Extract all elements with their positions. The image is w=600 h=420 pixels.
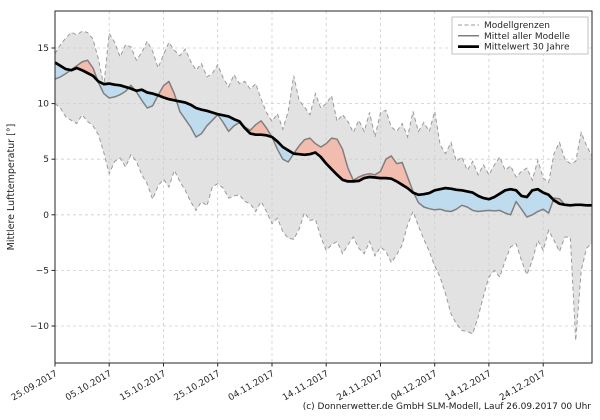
model-mean-line	[54, 59, 592, 218]
model-range-band	[55, 31, 592, 341]
x-tick-label: 05.10.2017	[64, 369, 114, 403]
y-tick-label: 10	[38, 100, 50, 110]
x-tick-label: 04.12.2017	[390, 369, 440, 403]
y-tick-label: 15	[38, 44, 49, 54]
legend-item-label: Mittel aller Modelle	[484, 32, 570, 42]
colder-than-normal-fill	[55, 62, 592, 217]
legend-item-label: Modellgrenzen	[484, 21, 550, 31]
x-tick-label: 15.10.2017	[118, 369, 168, 403]
y-tick-label: −10	[30, 322, 49, 332]
legend-item-label: Mittelwert 30 Jahre	[484, 43, 570, 53]
x-tick-label: 24.11.2017	[335, 369, 385, 403]
mean-30-years-line	[54, 61, 592, 207]
x-tick-label: 24.12.2017	[498, 369, 548, 403]
y-tick-label: 5	[43, 155, 49, 165]
y-tick-label: −5	[36, 266, 49, 276]
y-axis-label: Mittlere Lufttemperatur [°]	[6, 124, 17, 251]
plot-border	[54, 10, 593, 364]
x-tick-label: 25.10.2017	[173, 369, 223, 403]
model-range-upper-edge	[54, 30, 593, 184]
copyright-caption: (c) Donnerwetter.de GmbH SLM-Modell, Lau…	[302, 402, 591, 412]
x-tick-label: 25.09.2017	[10, 369, 60, 403]
x-tick-label: 14.11.2017	[281, 369, 331, 403]
x-tick-label: 14.12.2017	[444, 369, 494, 403]
x-tick-label: 04.11.2017	[227, 369, 277, 403]
model-range-lower-edge	[54, 103, 593, 341]
y-tick-label: 0	[43, 211, 49, 221]
